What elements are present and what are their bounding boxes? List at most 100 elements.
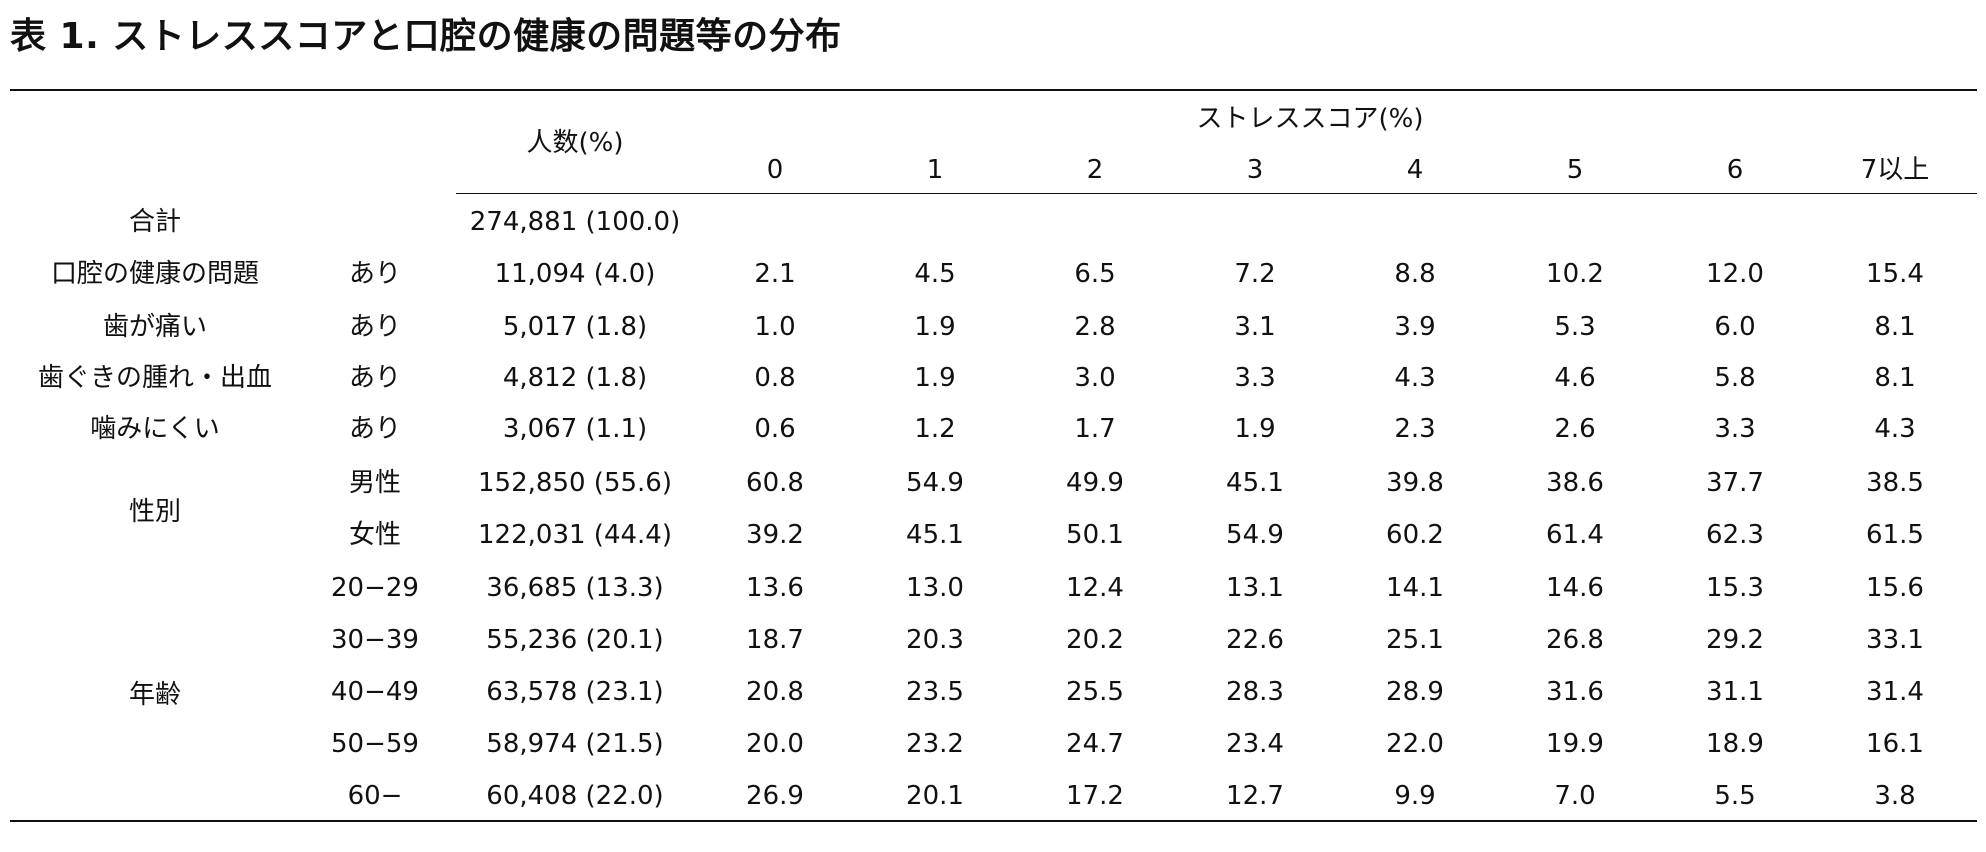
total-count: 274,881 (100.0) [469,207,681,237]
row-value-oral-problem-score-7: 15.4 [1866,259,1924,289]
row-value-age-60-plus-score-7: 3.8 [1874,781,1916,811]
row-value-female-score-5: 61.4 [1546,520,1604,550]
row-value-age-40-49-score-2: 25.5 [1066,677,1124,707]
header-score-2: 2 [1086,155,1104,185]
row-value-chewing-difficulty-score-6: 3.3 [1714,414,1756,444]
row-sublabel-age-60-plus: 60− [347,781,403,811]
row-label-gum-bleeding: 歯ぐきの腫れ・出血 [37,363,272,393]
row-value-age-60-plus-score-6: 5.5 [1714,781,1756,811]
row-value-female-score-0: 39.2 [746,520,804,550]
row-value-male-score-1: 54.9 [906,468,964,498]
row-value-oral-problem-score-6: 12.0 [1706,259,1764,289]
row-sublabel-age-40-49: 40−49 [331,677,419,707]
row-value-oral-problem-score-1: 4.5 [914,259,956,289]
row-count-oral-problem: 11,094 (4.0) [494,259,656,289]
row-value-age-60-plus-score-0: 26.9 [746,781,804,811]
row-count-age-20-29: 36,685 (13.3) [486,573,664,603]
row-value-oral-problem-score-4: 8.8 [1394,259,1436,289]
row-value-gum-bleeding-score-5: 4.6 [1554,363,1596,393]
row-value-age-40-49-score-7: 31.4 [1866,677,1924,707]
row-value-age-30-39-score-1: 20.3 [906,625,964,655]
row-value-female-score-6: 62.3 [1706,520,1764,550]
row-value-oral-problem-score-5: 10.2 [1546,259,1604,289]
row-label-toothache: 歯が痛い [102,312,207,342]
row-value-age-50-59-score-3: 23.4 [1226,729,1284,759]
header-score-3: 3 [1246,155,1264,185]
row-value-chewing-difficulty-score-5: 2.6 [1554,414,1596,444]
row-sublabel-male: 男性 [348,468,401,498]
header-count: 人数(%) [526,128,624,158]
row-value-age-30-39-score-0: 18.7 [746,625,804,655]
row-value-age-30-39-score-5: 26.8 [1546,625,1604,655]
header-score-5: 5 [1566,155,1584,185]
row-value-age-60-plus-score-1: 20.1 [906,781,964,811]
row-value-age-20-29-score-3: 13.1 [1226,573,1284,603]
row-value-toothache-score-5: 5.3 [1554,312,1596,342]
row-sublabel-age-30-39: 30−39 [331,625,419,655]
row-count-gum-bleeding: 4,812 (1.8) [502,363,648,393]
row-value-age-50-59-score-1: 23.2 [906,729,964,759]
row-label-chewing-difficulty: 噛みにくい [90,414,220,444]
row-sublabel-oral-problem: あり [348,259,401,289]
table-title: 表 1. ストレススコアと口腔の健康の問題等の分布 [10,16,842,57]
header-score-4: 4 [1406,155,1424,185]
row-value-age-60-plus-score-5: 7.0 [1554,781,1596,811]
row-sublabel-female: 女性 [348,520,401,550]
row-value-toothache-score-4: 3.9 [1394,312,1436,342]
row-value-age-20-29-score-1: 13.0 [906,573,964,603]
header-score-0: 0 [766,155,784,185]
row-value-age-20-29-score-4: 14.1 [1386,573,1444,603]
row-value-age-40-49-score-0: 20.8 [746,677,804,707]
row-value-gum-bleeding-score-2: 3.0 [1074,363,1116,393]
row-count-age-40-49: 63,578 (23.1) [486,677,664,707]
row-value-female-score-3: 54.9 [1226,520,1284,550]
row-value-age-40-49-score-3: 28.3 [1226,677,1284,707]
row-sublabel-age-50-59: 50−59 [331,729,419,759]
row-value-male-score-5: 38.6 [1546,468,1604,498]
row-value-age-30-39-score-3: 22.6 [1226,625,1284,655]
row-value-toothache-score-2: 2.8 [1074,312,1116,342]
row-value-gum-bleeding-score-1: 1.9 [914,363,956,393]
row-value-toothache-score-0: 1.0 [754,312,796,342]
row-value-male-score-6: 37.7 [1706,468,1764,498]
row-value-age-50-59-score-4: 22.0 [1386,729,1444,759]
row-value-age-60-plus-score-4: 9.9 [1394,781,1436,811]
row-value-age-20-29-score-2: 12.4 [1066,573,1124,603]
row-value-age-30-39-score-6: 29.2 [1706,625,1764,655]
row-value-male-score-0: 60.8 [746,468,804,498]
row-value-age-40-49-score-4: 28.9 [1386,677,1444,707]
row-value-chewing-difficulty-score-7: 4.3 [1874,414,1916,444]
row-value-toothache-score-3: 3.1 [1234,312,1276,342]
row-label-oral-problem: 口腔の健康の問題 [50,259,259,289]
bottom-rule [10,820,1977,822]
row-value-age-30-39-score-4: 25.1 [1386,625,1444,655]
row-value-male-score-3: 45.1 [1226,468,1284,498]
row-value-female-score-2: 50.1 [1066,520,1124,550]
row-count-age-60-plus: 60,408 (22.0) [486,781,664,811]
group-label-age: 年齢 [128,680,181,710]
row-value-age-60-plus-score-2: 17.2 [1066,781,1124,811]
row-count-male: 152,850 (55.6) [478,468,672,498]
row-value-chewing-difficulty-score-0: 0.6 [754,414,796,444]
group-label-sex: 性別 [128,497,181,527]
row-value-age-50-59-score-7: 16.1 [1866,729,1924,759]
row-value-toothache-score-7: 8.1 [1874,312,1916,342]
row-value-gum-bleeding-score-6: 5.8 [1714,363,1756,393]
header-score-7plus: 7以上 [1860,155,1930,185]
row-value-male-score-7: 38.5 [1866,468,1924,498]
row-value-gum-bleeding-score-7: 8.1 [1874,363,1916,393]
row-value-toothache-score-6: 6.0 [1714,312,1756,342]
row-value-age-40-49-score-6: 31.1 [1706,677,1764,707]
row-value-age-40-49-score-1: 23.5 [906,677,964,707]
row-value-age-50-59-score-0: 20.0 [746,729,804,759]
top-rule [10,89,1977,91]
row-value-chewing-difficulty-score-1: 1.2 [914,414,956,444]
total-label: 合計 [128,207,181,237]
row-value-chewing-difficulty-score-4: 2.3 [1394,414,1436,444]
row-value-oral-problem-score-0: 2.1 [754,259,796,289]
row-value-gum-bleeding-score-3: 3.3 [1234,363,1276,393]
row-value-age-50-59-score-5: 19.9 [1546,729,1604,759]
row-count-age-50-59: 58,974 (21.5) [486,729,664,759]
row-value-age-60-plus-score-3: 12.7 [1226,781,1284,811]
row-value-age-20-29-score-6: 15.3 [1706,573,1764,603]
